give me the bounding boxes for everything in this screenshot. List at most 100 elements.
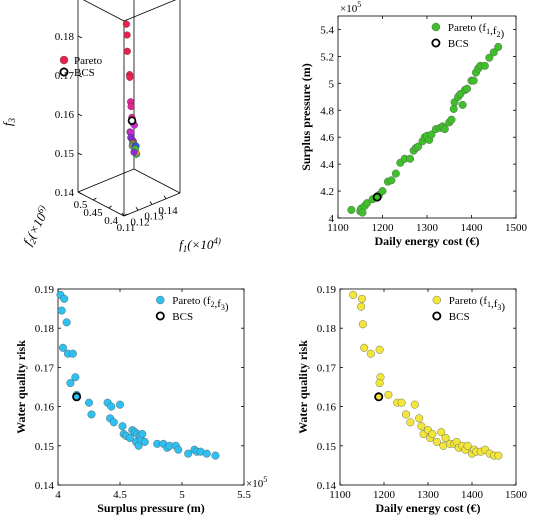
y-tick-label: 0.19 <box>35 284 55 296</box>
x-tick-mark <box>149 201 153 205</box>
y-tick-label: 0.45 <box>83 207 103 219</box>
legend-pareto-marker <box>432 295 441 305</box>
legend-pareto-marker <box>431 22 441 32</box>
plot-area <box>57 288 245 486</box>
panel-cost-vs-quality: 1100 1200 1300 1400 1500 0.14 0.15 0.16 0.17 0.18… <box>296 284 528 515</box>
x-tick-label: 5.5 <box>237 489 251 501</box>
y-tick-mark <box>93 197 97 201</box>
x-tick-label: 4 <box>55 489 61 501</box>
pareto-point <box>397 398 406 407</box>
pareto-point <box>402 410 411 419</box>
z-tick-label: 0.18 <box>55 31 75 43</box>
bcs-point <box>374 392 384 402</box>
pareto-point <box>138 430 147 439</box>
box-edge <box>77 168 135 193</box>
x-axis-label: f1(×104) <box>179 236 221 254</box>
pareto-point <box>406 154 415 163</box>
legend-bcs-marker <box>155 311 165 321</box>
legend-pareto-marker <box>59 55 69 65</box>
pareto-point <box>458 100 467 109</box>
pareto-point <box>347 205 356 214</box>
pareto-point <box>360 343 369 352</box>
pareto-point <box>439 441 448 450</box>
x-axis-label: Daily energy cost (€) <box>376 501 481 515</box>
x-tick-mark <box>135 207 139 211</box>
z-tick-mark <box>77 74 83 78</box>
y-tick-label: 0.19 <box>317 284 337 296</box>
x-tick-label: 0.12 <box>130 216 149 228</box>
pareto-point <box>406 418 415 427</box>
y-tick-label: 0.17 <box>35 362 55 374</box>
x-tick-label: 1200 <box>372 222 395 234</box>
pareto-point <box>428 430 437 439</box>
pareto-point <box>58 343 67 352</box>
y-tick-label: 4.4 <box>320 159 334 171</box>
z-tick-label: 0.15 <box>55 148 75 160</box>
y-exponent-label: ×105 <box>340 0 361 15</box>
pareto-point <box>494 451 503 460</box>
x-tick-label: 1500 <box>505 222 528 234</box>
x-tick-label: 1200 <box>373 489 396 501</box>
x-tick-label: 1100 <box>329 489 351 501</box>
x-axis-label: Surplus pressure (m) <box>97 501 205 515</box>
pareto-point <box>358 320 367 329</box>
pareto-point <box>87 410 96 419</box>
pareto-point <box>122 20 130 28</box>
pareto-point <box>480 61 489 70</box>
y-axis-label: Surplus pressure (m) <box>299 63 313 171</box>
x-tick-label: 0.11 <box>117 222 136 234</box>
pareto-point <box>125 433 134 442</box>
x-tick-mark <box>121 212 125 217</box>
pareto-point <box>202 449 211 458</box>
pareto-point <box>174 445 183 454</box>
x-exponent-label: ×105 <box>246 475 267 490</box>
y-tick-mark <box>123 213 128 217</box>
pareto-point <box>366 349 375 358</box>
pareto-point <box>115 400 124 409</box>
y-tick-label: 0.15 <box>35 441 55 453</box>
pareto-point <box>440 125 449 134</box>
x-tick-label: 5 <box>179 489 185 501</box>
bcs-point <box>127 116 137 125</box>
pareto-point <box>378 187 387 196</box>
pareto-point <box>126 73 134 81</box>
pareto-point <box>109 418 118 427</box>
x-tick-mark <box>163 195 167 199</box>
x-axis-label: Daily energy cost (€) <box>375 234 480 248</box>
z-tick-mark <box>77 152 83 156</box>
pareto-point <box>447 115 456 124</box>
y-tick-label: 4.2 <box>320 186 334 198</box>
pareto-point <box>437 428 446 437</box>
pareto-point <box>384 390 393 399</box>
box-edge <box>133 168 181 194</box>
z-tick-mark <box>77 35 83 39</box>
pareto-point <box>357 302 366 311</box>
pareto-point <box>449 104 458 113</box>
x-tick-label: 1300 <box>416 222 439 234</box>
pareto-point <box>387 176 396 185</box>
legend-pareto-label: Pareto (f1,f3) <box>449 295 506 313</box>
z-axis-label: f3 <box>0 117 17 126</box>
pareto-point <box>358 208 367 217</box>
pareto-point <box>463 84 472 93</box>
pareto-point <box>107 402 116 411</box>
pareto-point <box>494 42 503 51</box>
y-tick-label: 5.2 <box>320 51 334 63</box>
legend-pareto-marker <box>156 295 165 305</box>
x-tick-label: 1300 <box>417 489 440 501</box>
y-tick-label: 5.4 <box>320 24 334 36</box>
legend-bcs-marker <box>59 67 69 77</box>
pareto-point <box>349 290 358 299</box>
x-tick-label: 1100 <box>327 222 349 234</box>
legend-pareto-label: Pareto (f2,f3) <box>172 295 229 313</box>
pareto-point <box>62 318 71 327</box>
plot-area <box>337 15 517 219</box>
pareto-point <box>184 449 193 458</box>
box-edge <box>82 0 125 22</box>
pareto-point <box>417 422 426 431</box>
z-tick-label: 0.14 <box>55 187 75 199</box>
legend-pareto-label: Pareto (f1,f2) <box>448 22 505 40</box>
box-edge <box>123 0 177 22</box>
y-tick-label: 0.16 <box>35 402 55 414</box>
